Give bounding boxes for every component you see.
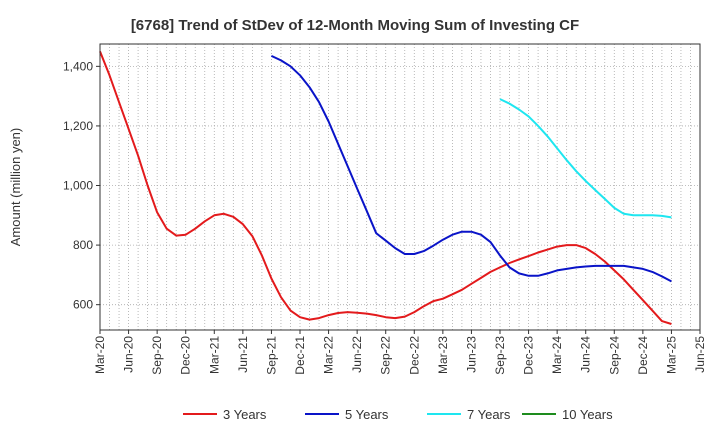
x-tick-label: Mar-24 [550, 336, 564, 374]
x-tick-label: Mar-21 [207, 336, 221, 374]
x-tick-label: Mar-23 [436, 336, 450, 374]
x-tick-label: Mar-22 [322, 336, 336, 374]
plot-frame [99, 43, 701, 331]
legend: 3 Years 5 Years 7 Years 10 Years [183, 407, 613, 422]
plot-background [100, 44, 700, 330]
x-tick-label: Jun-21 [236, 336, 250, 373]
x-tick-label: Jun-20 [122, 336, 136, 373]
x-tick-label: Sep-24 [607, 336, 621, 375]
series-line-3-years [99, 51, 672, 325]
x-tick-label: Dec-24 [636, 336, 650, 375]
y-tick-label: 1,200 [63, 119, 93, 133]
x-tick-label: Jun-22 [350, 336, 364, 373]
x-tick-label: Mar-25 [664, 336, 678, 374]
x-axis: Mar-20 Jun-20 Sep-20 Dec-20 Mar-21 Jun-21 Sep-… [93, 330, 707, 375]
grid-lines [100, 44, 700, 330]
legend-label: 5 Years [345, 407, 389, 422]
y-tick-label: 800 [73, 238, 93, 252]
x-tick-label: Dec-22 [407, 336, 421, 375]
y-axis-label: Amount (million yen) [8, 128, 23, 247]
y-tick-label: 600 [73, 298, 93, 312]
chart-title: [6768] Trend of StDev of 12-Month Moving… [131, 17, 579, 34]
x-tick-label: Sep-22 [379, 336, 393, 375]
y-tick-label: 1,000 [63, 179, 93, 193]
legend-label: 7 Years [467, 407, 511, 422]
x-tick-label: Dec-21 [293, 336, 307, 375]
x-tick-label: Jun-23 [464, 336, 478, 373]
x-tick-label: Mar-20 [93, 336, 107, 374]
x-tick-label: Dec-20 [179, 336, 193, 375]
legend-label: 3 Years [223, 407, 267, 422]
x-tick-label: Sep-21 [264, 336, 278, 375]
x-tick-label: Jun-24 [579, 336, 593, 373]
x-tick-label: Dec-23 [522, 336, 536, 375]
series-line-7-years [499, 98, 672, 219]
series-line-5-years [270, 54, 672, 283]
series-lines [99, 51, 672, 325]
y-tick-label: 1,400 [63, 59, 93, 73]
y-axis: 600 800 1,000 1,200 1,400 [63, 59, 100, 312]
x-tick-label: Sep-20 [150, 336, 164, 375]
legend-label: 10 Years [562, 407, 613, 422]
x-tick-label: Jun-25 [693, 336, 707, 373]
plot-area [99, 43, 701, 331]
x-tick-label: Sep-23 [493, 336, 507, 375]
